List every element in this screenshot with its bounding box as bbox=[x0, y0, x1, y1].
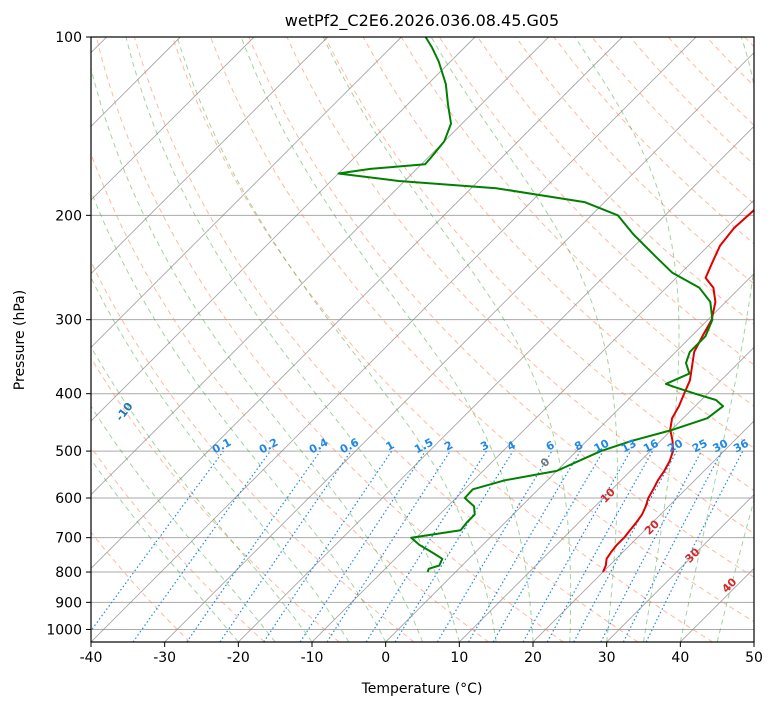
isotherm bbox=[91, 37, 696, 642]
y-tick-label: 400 bbox=[55, 387, 82, 403]
moist-adiabat bbox=[177, 37, 496, 642]
y-tick-label: 1000 bbox=[46, 622, 82, 638]
moist-adiabat bbox=[323, 37, 570, 642]
isotherm bbox=[386, 37, 775, 642]
x-tick-label: 0 bbox=[381, 650, 390, 666]
x-tick-label: 30 bbox=[598, 650, 616, 666]
dry-adiabat bbox=[0, 37, 264, 642]
y-tick-label: 500 bbox=[55, 444, 82, 460]
mixing-ratio-line bbox=[264, 451, 392, 642]
dry-adiabat bbox=[745, 37, 775, 642]
isotherm bbox=[754, 37, 775, 642]
moist-adiabat bbox=[431, 37, 617, 642]
x-tick-label: 20 bbox=[524, 650, 542, 666]
moist-adiabat-label: 20 bbox=[642, 517, 662, 537]
dry-adiabat bbox=[516, 37, 775, 642]
mixing-ratio-line bbox=[300, 451, 425, 642]
background-lines bbox=[0, 37, 775, 642]
sounding-lines bbox=[339, 37, 775, 572]
x-tick-label: 50 bbox=[745, 650, 763, 666]
x-tick-label: -40 bbox=[80, 650, 103, 666]
mixing-ratio-label: 16 bbox=[641, 437, 661, 456]
y-tick-label: 700 bbox=[55, 531, 82, 547]
mixing-ratio-label: 36 bbox=[731, 437, 751, 456]
x-tick-label: -20 bbox=[227, 650, 250, 666]
moist-adiabat bbox=[0, 37, 275, 642]
plot-frame bbox=[91, 37, 754, 642]
mixing-ratio-label: 0.4 bbox=[307, 436, 331, 457]
isotherm bbox=[165, 37, 770, 642]
x-tick-label: 10 bbox=[450, 650, 468, 666]
mixing-ratio-label: 25 bbox=[690, 437, 710, 456]
mixing-ratio-line bbox=[574, 451, 677, 642]
dry-adiabat bbox=[478, 37, 775, 642]
moist-adiabat bbox=[575, 37, 679, 642]
isotherm bbox=[0, 37, 401, 642]
x-tick-label: -10 bbox=[301, 650, 324, 666]
dry-adiabat bbox=[58, 37, 489, 642]
y-tick-label: 200 bbox=[55, 208, 82, 224]
moist-adiabat bbox=[754, 37, 775, 642]
dry-adiabat bbox=[439, 37, 775, 642]
mixing-ratio-label: 1.5 bbox=[412, 436, 435, 457]
chart-title: wetPf2_C2E6.2026.036.08.45.G05 bbox=[285, 11, 559, 31]
x-axis-label: Temperature (°C) bbox=[361, 681, 483, 697]
dry-adiabat bbox=[592, 37, 775, 642]
y-axis-ticks: 100 200 300 400 500 600 700 800 900 1000 bbox=[46, 30, 91, 638]
mixing-ratio-label: 0.2 bbox=[257, 436, 280, 457]
mixing-ratio-label: 10 bbox=[592, 436, 612, 455]
y-tick-label: 900 bbox=[55, 595, 82, 611]
mixing-ratio-label: 30 bbox=[711, 437, 731, 456]
mixing-ratio-line bbox=[469, 451, 581, 642]
moist-adiabat bbox=[717, 37, 775, 642]
moist-adiabat-label: 40 bbox=[719, 575, 739, 595]
y-tick-label: 800 bbox=[55, 565, 82, 581]
dry-adiabat-label: -10 bbox=[113, 400, 136, 424]
dry-adiabat-label: -20 bbox=[31, 359, 54, 383]
dry-adiabat bbox=[96, 37, 563, 642]
x-tick-label: -30 bbox=[153, 650, 176, 666]
mixing-ratio-line bbox=[83, 451, 224, 642]
moist-adiabat bbox=[0, 37, 238, 642]
moist-adiabat bbox=[241, 37, 533, 642]
dry-adiabat bbox=[173, 37, 713, 642]
isotherm bbox=[0, 37, 549, 642]
y-tick-label: 600 bbox=[55, 491, 82, 507]
moist-adiabat-label: 0 bbox=[538, 455, 553, 470]
y-tick-label: 300 bbox=[55, 313, 82, 329]
mixing-ratio-label: 0.6 bbox=[338, 436, 362, 457]
dry-adiabat bbox=[20, 37, 414, 642]
y-axis-label: Pressure (hPa) bbox=[12, 290, 28, 390]
isotherm bbox=[312, 37, 775, 642]
dry-adiabat bbox=[0, 37, 339, 642]
mixing-ratio-line bbox=[437, 451, 552, 642]
isotherm bbox=[0, 37, 254, 642]
moist-adiabat bbox=[0, 37, 312, 642]
dry-adiabat bbox=[134, 37, 638, 642]
mixing-ratio-line bbox=[327, 451, 450, 642]
x-axis-ticks: -40 -30 -20 -10 0 10 20 30 40 50 bbox=[80, 642, 763, 666]
moist-adiabat bbox=[18, 37, 349, 642]
isotherm bbox=[459, 37, 775, 642]
moist-adiabat bbox=[84, 37, 423, 642]
moist-adiabat-label: 10 bbox=[598, 485, 618, 505]
dewpoint-line bbox=[339, 37, 724, 572]
line-labels: 0.10.20.40.611.52346810131620253036-100-… bbox=[0, 27, 751, 595]
dry-adiabat bbox=[554, 37, 775, 642]
y-tick-label: 100 bbox=[55, 30, 82, 46]
x-tick-label: 40 bbox=[671, 650, 689, 666]
mixing-ratio-line bbox=[366, 451, 486, 642]
mixing-ratio-label: 0.1 bbox=[210, 436, 233, 457]
